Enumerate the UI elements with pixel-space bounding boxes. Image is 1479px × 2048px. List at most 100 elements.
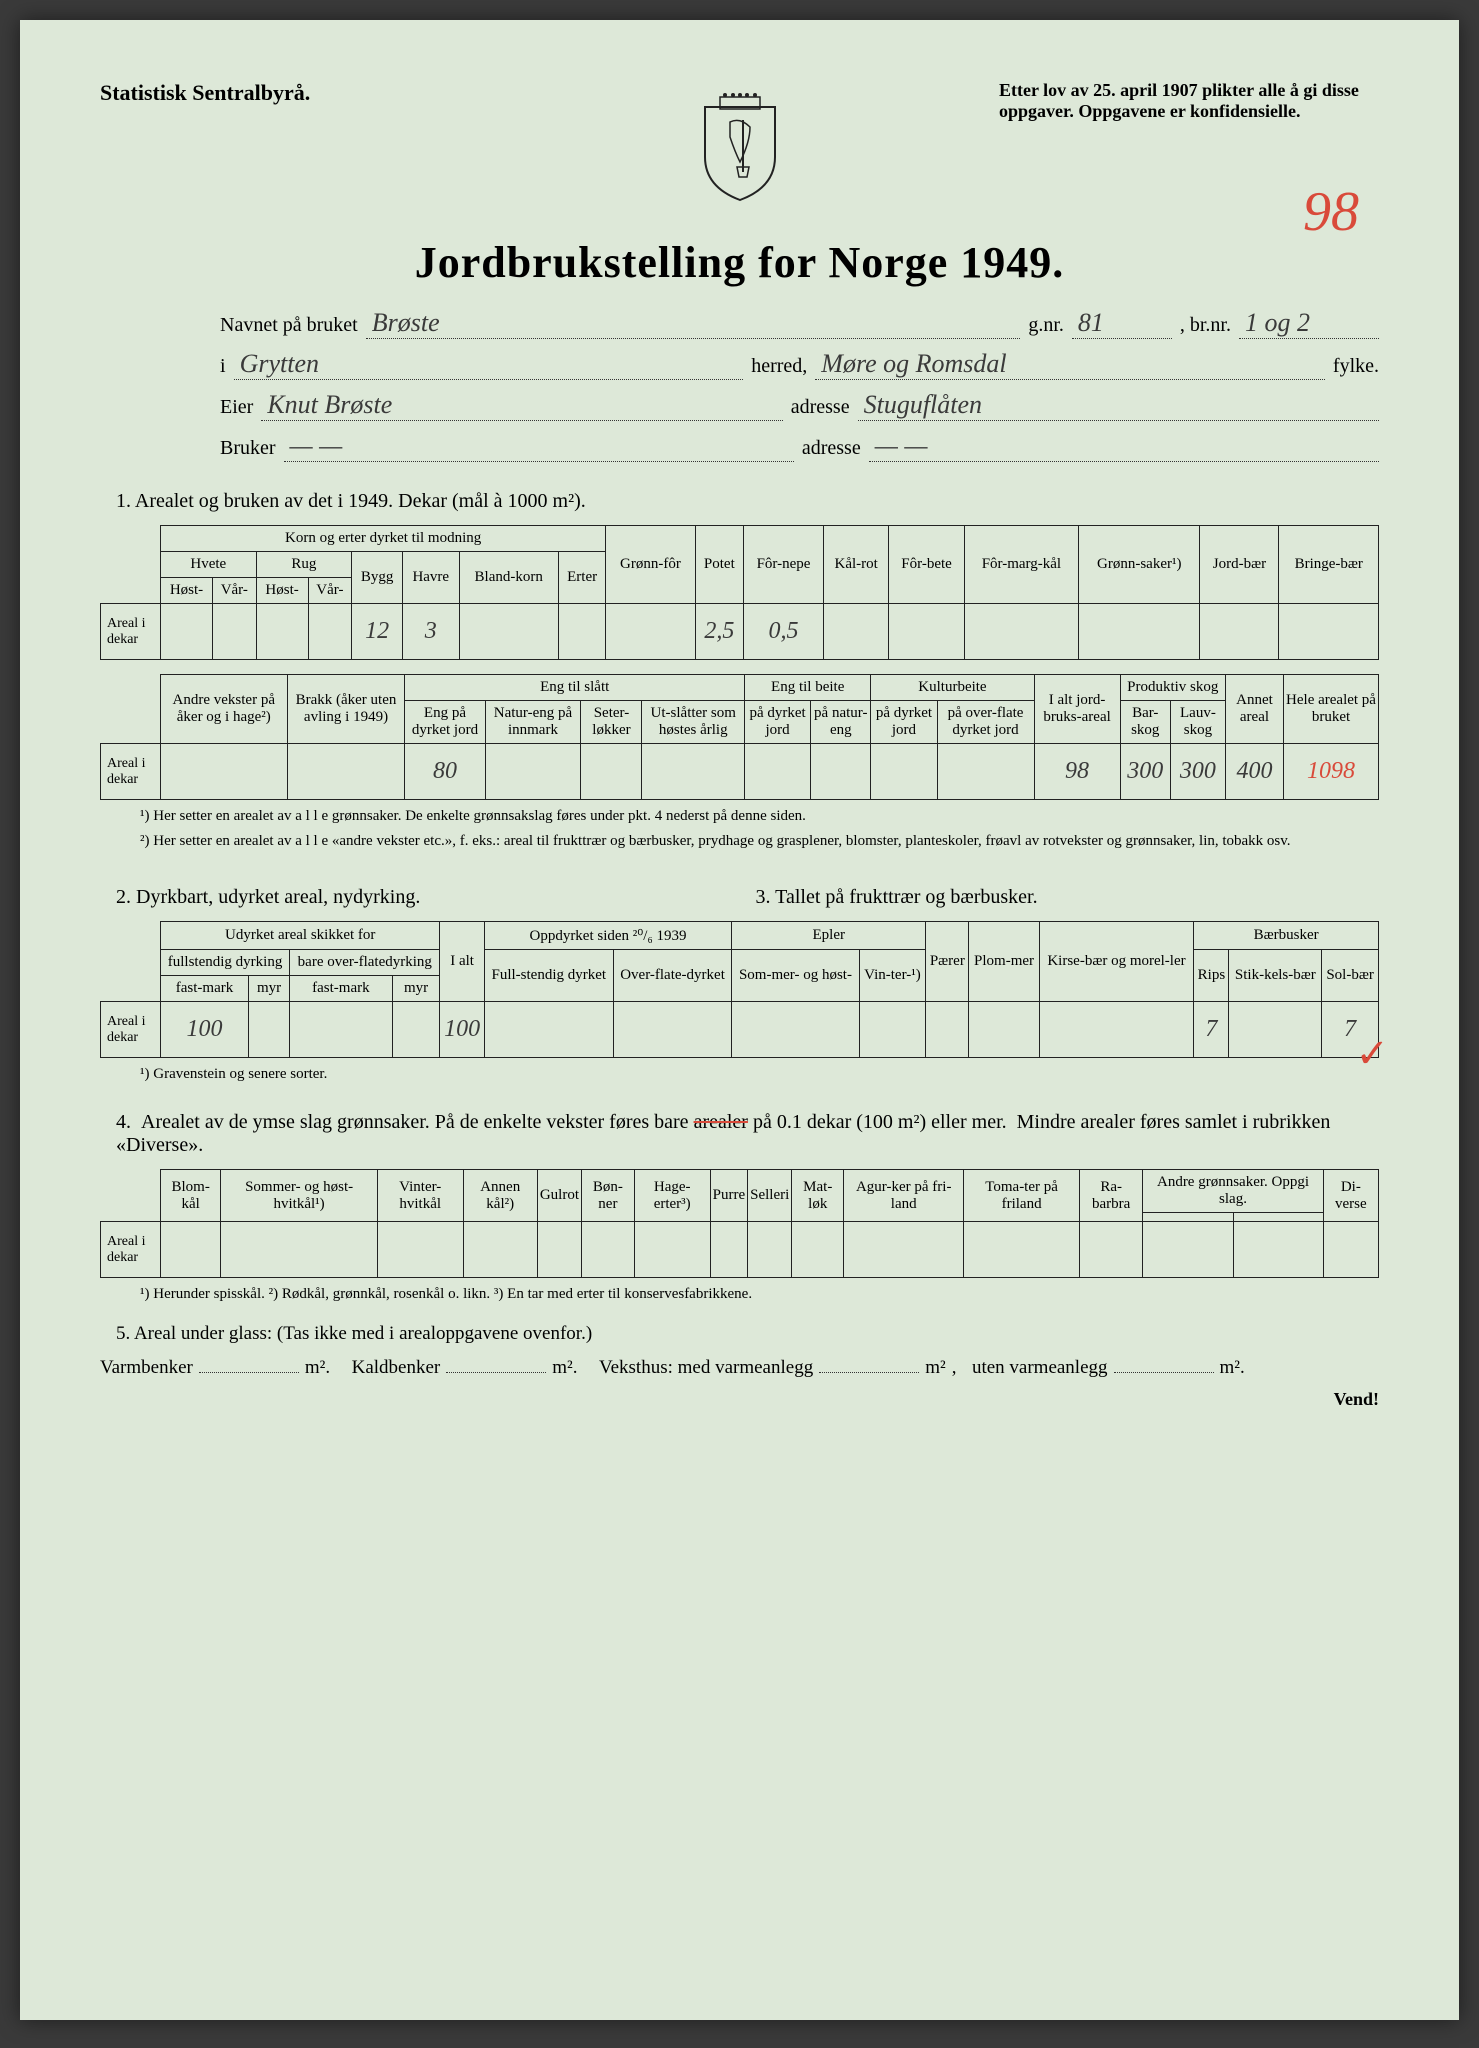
th-eng-beite: Eng til beite	[745, 675, 871, 701]
brnr-label: , br.nr.	[1180, 314, 1231, 337]
cell-rips: 7	[1194, 1002, 1229, 1058]
th-gronnfor: Grønn-fôr	[606, 526, 695, 604]
vend-label: Vend!	[100, 1389, 1379, 1410]
m2-3: m²	[925, 1357, 945, 1379]
th-matlok: Mat-løk	[792, 1170, 844, 1222]
th-lauvskog: Lauv-skog	[1170, 701, 1225, 744]
th-blomkal: Blom-kål	[161, 1170, 221, 1222]
th-utslatter: Ut-slåtter som høstes årlig	[642, 701, 745, 744]
cell-ialt: 98	[1034, 744, 1120, 800]
th-barskog: Bar-skog	[1120, 701, 1170, 744]
th-havre: Havre	[403, 552, 459, 604]
cell-potet: 2,5	[695, 604, 744, 660]
th-agurker: Agur-ker på fri-land	[844, 1170, 964, 1222]
kaldbenker-label: Kaldbenker	[352, 1357, 441, 1379]
th-gronnsaker: Grønn-saker¹)	[1079, 526, 1200, 604]
th-ialt-jordbruk: I alt jord-bruks-areal	[1034, 675, 1120, 744]
m2-2: m².	[552, 1357, 577, 1379]
farm-name-label: Navnet på bruket	[220, 314, 358, 337]
herred-label: herred,	[751, 355, 807, 378]
m2-4: m².	[1220, 1357, 1245, 1379]
th-gulrot: Gulrot	[537, 1170, 581, 1222]
cell-barskog: 300	[1120, 744, 1170, 800]
th-kultur-overflate: på over-flate dyrket jord	[937, 701, 1034, 744]
organization-name: Statistisk Sentralbyrå.	[100, 80, 310, 106]
th-selleri: Selleri	[748, 1170, 792, 1222]
th-stikkelsbaer: Stik-kels-bær	[1229, 950, 1322, 1002]
page-title: Jordbrukstelling for Norge 1949.	[100, 237, 1379, 288]
footnote-1-1: ¹) Her setter en arealet av a l l e grøn…	[140, 808, 1379, 825]
th-fast2: fast-mark	[290, 976, 392, 1002]
owner-value: Knut Brøste	[261, 390, 782, 421]
th-kulturbeite: Kulturbeite	[871, 675, 1034, 701]
owner-address-value: Stuguflåten	[858, 390, 1379, 421]
footnote-4: ¹) Herunder spisskål. ²) Rødkål, grønnkå…	[140, 1286, 1379, 1303]
fylke-label: fylke.	[1333, 355, 1379, 378]
th-epler-vinter: Vin-ter-¹)	[859, 950, 926, 1002]
th-full-dyrket: Full-stendig dyrket	[484, 950, 613, 1002]
th-hageerter: Hage-erter³)	[634, 1170, 710, 1222]
section2-heading: 2. Dyrkbart, udyrket areal, nydyrking.	[116, 886, 740, 909]
varmbenker-label: Varmbenker	[100, 1357, 193, 1379]
th-blandkorn: Bland-korn	[459, 552, 558, 604]
th-solbaer: Sol-bær	[1322, 950, 1379, 1002]
th-rug-host: Høst-	[256, 578, 308, 604]
section3-heading: 3. Tallet på frukttrær og bærbusker.	[756, 886, 1380, 909]
th-rabarbra: Ra-barbra	[1079, 1170, 1142, 1222]
th-hvete-var: Vår-	[212, 578, 256, 604]
uten-label: uten varmeanlegg	[972, 1357, 1108, 1379]
veksthus-med-label: Veksthus: med varmeanlegg	[599, 1357, 813, 1379]
m2-1: m².	[305, 1357, 330, 1379]
th-annet-areal: Annet areal	[1225, 675, 1283, 744]
th-natureng: Natur-eng på innmark	[485, 701, 581, 744]
cell-s2-fastmark: 100	[161, 1002, 249, 1058]
th-bonner: Bøn-ner	[582, 1170, 635, 1222]
table-area-use-land: Andre vekster på åker og i hage²) Brakk …	[100, 674, 1379, 800]
section5-heading: 5. Areal under glass: (Tas ikke med i ar…	[116, 1323, 1379, 1345]
th-oppdyrket: Oppdyrket siden ²⁰/₆ 1939	[484, 922, 732, 950]
cell-havre: 3	[403, 604, 459, 660]
th-andre-blank2	[1233, 1213, 1323, 1222]
user-label: Bruker	[220, 437, 276, 460]
th-hvete-host: Høst-	[161, 578, 213, 604]
th-ialt-s2: I alt	[440, 922, 484, 1002]
th-vinterhvitkal: Vinter-hvitkål	[377, 1170, 463, 1222]
th-sommerhvitkal: Sommer- og høst-hvitkål¹)	[221, 1170, 378, 1222]
table-section-2-3: Udyrket areal skikket for I alt Oppdyrke…	[100, 921, 1379, 1058]
th-kultur-dyrket: på dyrket jord	[871, 701, 937, 744]
th-purre: Purre	[710, 1170, 748, 1222]
th-fullstendig: fullstendig dyrking	[161, 950, 290, 976]
table-section-4: Blom-kål Sommer- og høst-hvitkål¹) Vinte…	[100, 1169, 1379, 1278]
th-beite-natureng: på natur-eng	[811, 701, 871, 744]
th-plommer: Plom-mer	[969, 922, 1039, 1002]
th-eng-slatt: Eng til slått	[405, 675, 745, 701]
th-potet: Potet	[695, 526, 744, 604]
table-area-use-crops: Korn og erter dyrket til modning Grønn-f…	[100, 525, 1379, 660]
cell-bygg: 12	[352, 604, 403, 660]
th-andre-gronnsaker: Andre grønnsaker. Oppgi slag.	[1143, 1170, 1323, 1213]
th-bringebaer: Bringe-bær	[1279, 526, 1379, 604]
kaldbenker-value	[446, 1372, 546, 1373]
th-beite-dyrket: på dyrket jord	[745, 701, 811, 744]
th-kirsebaer: Kirse-bær og morel-ler	[1039, 922, 1194, 1002]
th-rug-var: Vår-	[308, 578, 352, 604]
cell-hele: 1098	[1284, 744, 1379, 800]
veksthus-med-value	[819, 1372, 919, 1373]
th-kalrot: Kål-rot	[823, 526, 889, 604]
row-label-areal-b: Areal i dekar	[101, 744, 161, 800]
sheet-number-annotation: 98	[1303, 180, 1359, 244]
th-andre-vekster: Andre vekster på åker og i hage²)	[161, 675, 288, 744]
th-tomater: Toma-ter på friland	[964, 1170, 1080, 1222]
th-formargkal: Fôr-marg-kål	[964, 526, 1078, 604]
owner-address-label: adresse	[791, 396, 850, 419]
row-label-areal-s23: Areal i dekar	[101, 1002, 161, 1058]
law-notice: Etter lov av 25. april 1907 plikter alle…	[999, 80, 1379, 122]
row-label-areal-s4: Areal i dekar	[101, 1222, 161, 1278]
cell-lauvskog: 300	[1170, 744, 1225, 800]
i-label: i	[220, 355, 226, 378]
farm-name-value: Brøste	[366, 308, 1021, 339]
th-diverse: Di-verse	[1323, 1170, 1378, 1222]
th-over-dyrket: Over-flate-dyrket	[613, 950, 731, 1002]
footnote-3: ¹) Gravenstein og senere sorter.	[140, 1066, 1379, 1083]
brnr-value: 1 og 2	[1239, 308, 1379, 339]
